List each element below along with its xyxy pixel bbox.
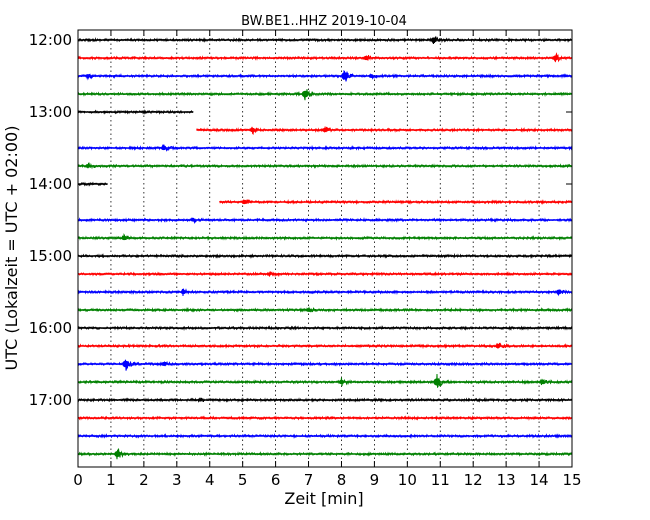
event-spike <box>161 362 167 366</box>
event-spike <box>121 235 127 241</box>
event-spike <box>363 55 369 61</box>
trace <box>77 271 573 278</box>
event-spike <box>85 74 91 78</box>
trace <box>196 126 572 135</box>
x-tick-label: 3 <box>172 471 182 489</box>
event-spike <box>368 74 374 78</box>
trace <box>77 306 573 314</box>
x-tick-label: 12 <box>464 471 483 489</box>
event-spike <box>341 72 349 80</box>
x-tick-label: 11 <box>431 471 450 489</box>
chart-title: BW.BE1..HHZ 2019-10-04 <box>241 14 407 29</box>
event-spike <box>114 451 121 457</box>
x-tick-label: 4 <box>205 471 215 489</box>
x-tick-label: 15 <box>562 471 581 489</box>
x-axis-label: Zeit [min] <box>284 489 363 508</box>
event-spike <box>552 55 559 61</box>
trace <box>77 70 573 82</box>
trace <box>77 89 573 101</box>
event-spike <box>197 398 203 402</box>
trace <box>77 35 573 44</box>
trace <box>77 415 573 421</box>
trace <box>77 252 573 260</box>
event-spike <box>266 272 272 276</box>
event-spike <box>430 37 437 43</box>
y-tick-label: 12:00 <box>29 31 72 49</box>
trace <box>77 325 573 332</box>
trace <box>77 342 572 350</box>
event-spike <box>249 127 256 133</box>
x-tick-label: 1 <box>106 471 116 489</box>
x-tick-label: 7 <box>304 471 314 489</box>
event-spike <box>122 360 130 368</box>
trace <box>77 144 573 152</box>
y-tick-label: 17:00 <box>29 391 72 409</box>
event-spike <box>495 343 501 349</box>
x-tick-label: 13 <box>497 471 516 489</box>
y-tick-label: 16:00 <box>29 319 72 337</box>
event-spike <box>85 164 91 168</box>
trace <box>77 109 194 115</box>
x-tick-label: 14 <box>530 471 549 489</box>
trace-waveform <box>77 359 573 371</box>
trace <box>77 233 573 241</box>
trace <box>77 162 573 170</box>
trace-waveform <box>77 373 573 389</box>
x-tick-label: 6 <box>271 471 281 489</box>
plot-frame <box>77 29 573 468</box>
y-axis-ticks: 12:00 13:00 14:00 15:00 16:00 17:00 <box>29 31 572 409</box>
x-tick-label: 2 <box>139 471 149 489</box>
event-spike <box>539 379 546 385</box>
trace <box>77 359 573 371</box>
trace <box>77 373 573 389</box>
event-spike <box>555 289 562 295</box>
event-spike <box>433 378 441 386</box>
trace <box>77 288 573 297</box>
x-tick-label: 10 <box>398 471 417 489</box>
x-tick-label: 0 <box>73 471 83 489</box>
y-tick-label: 14:00 <box>29 175 72 193</box>
y-tick-label: 15:00 <box>29 247 72 265</box>
event-spike <box>305 308 312 312</box>
event-spike <box>160 145 167 151</box>
traces <box>77 35 573 460</box>
trace <box>77 448 573 460</box>
x-tick-label: 8 <box>337 471 347 489</box>
trace <box>77 216 572 225</box>
x-tick-label: 9 <box>370 471 380 489</box>
event-spike <box>190 218 196 222</box>
trace <box>77 432 573 440</box>
event-spike <box>301 90 309 98</box>
event-spike <box>241 199 248 205</box>
event-spike <box>322 127 328 133</box>
y-tick-label: 13:00 <box>29 103 72 121</box>
trace <box>219 199 573 206</box>
trace <box>77 397 573 404</box>
event-spike <box>338 379 345 385</box>
x-tick-label: 5 <box>238 471 248 489</box>
trace <box>77 52 573 63</box>
vertical-gridlines <box>110 30 540 467</box>
event-spike <box>180 289 187 295</box>
x-axis-ticks: 0 1 2 3 4 5 6 7 8 9 10 11 12 13 14 15 <box>73 30 582 489</box>
y-axis-label: UTC (Lokalzeit = UTC + 02:00) <box>2 126 21 371</box>
